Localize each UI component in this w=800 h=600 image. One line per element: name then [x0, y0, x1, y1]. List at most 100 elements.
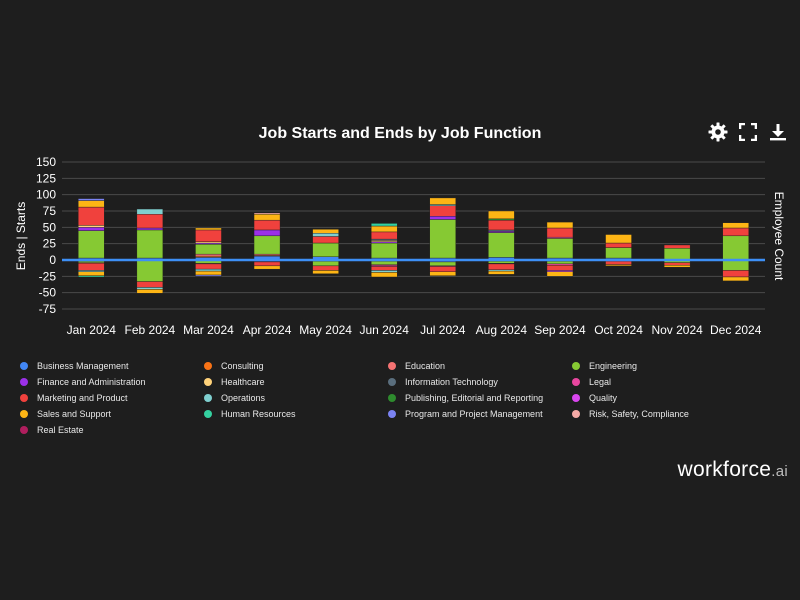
bar-segment-start[interactable]	[253, 219, 281, 231]
expand-icon[interactable]	[738, 122, 758, 142]
bar-segment-start[interactable]	[136, 227, 164, 231]
bar-segment-start[interactable]	[663, 244, 691, 249]
legend-item[interactable]: Finance and Administration	[20, 374, 204, 389]
bar-segment-start[interactable]	[605, 247, 632, 259]
bar-segment-end[interactable]	[605, 261, 632, 265]
bar-segment-start[interactable]	[253, 214, 281, 221]
legend-item[interactable]: Marketing and Product	[20, 390, 204, 405]
legend-item[interactable]: Real Estate	[20, 422, 204, 437]
bar-segment-start[interactable]	[195, 244, 222, 255]
bar-segment-end[interactable]	[195, 263, 222, 270]
legend-item[interactable]: Business Management	[20, 358, 204, 373]
bar-segment-start[interactable]	[371, 242, 398, 259]
bar-segment-end[interactable]	[371, 272, 398, 278]
bar-segment-start[interactable]	[78, 198, 105, 201]
bar-segment-end[interactable]	[136, 287, 164, 290]
legend-item[interactable]: Human Resources	[204, 406, 388, 421]
bar-segment-start[interactable]	[78, 206, 105, 226]
bar-segment-end[interactable]	[253, 265, 281, 270]
bar-segment-start[interactable]	[429, 205, 456, 217]
bar-segment-start[interactable]	[371, 231, 398, 240]
bar-segment-start[interactable]	[312, 233, 339, 237]
bar-segment-start[interactable]	[136, 208, 164, 215]
bar-segment-end[interactable]	[546, 265, 574, 271]
legend-item[interactable]: Publishing, Editorial and Reporting	[388, 390, 572, 405]
bar-segment-start[interactable]	[605, 242, 632, 248]
bar-segment-start[interactable]	[546, 238, 574, 259]
legend-item[interactable]: Healthcare	[204, 374, 388, 389]
legend-item[interactable]: Legal	[572, 374, 756, 389]
legend-item[interactable]: Operations	[204, 390, 388, 405]
bar-segment-end[interactable]	[488, 270, 515, 275]
bar-segment-start[interactable]	[78, 230, 105, 259]
bar-segment-start[interactable]	[722, 235, 749, 261]
bar-segment-start[interactable]	[312, 236, 339, 244]
bar-segment-start[interactable]	[429, 216, 456, 220]
bar-segment-start[interactable]	[253, 235, 281, 255]
bar-segment-end[interactable]	[546, 261, 574, 265]
bar-segment-start[interactable]	[371, 225, 398, 233]
download-icon[interactable]	[768, 122, 788, 142]
legend-item[interactable]: Sales and Support	[20, 406, 204, 421]
bar-segment-end[interactable]	[136, 260, 164, 282]
bar-segment-end[interactable]	[371, 261, 398, 265]
bar-segment-start[interactable]	[253, 212, 281, 215]
bar-segment-start[interactable]	[488, 210, 515, 220]
bar-segment-start[interactable]	[546, 227, 574, 238]
bar-segment-start[interactable]	[429, 197, 456, 205]
bar-segment-start[interactable]	[136, 229, 164, 259]
bar-segment-end[interactable]	[195, 274, 222, 277]
bar-segment-start[interactable]	[78, 227, 105, 231]
bar-segment-end[interactable]	[136, 281, 164, 288]
bar-segment-start[interactable]	[195, 229, 222, 242]
bar-segment-end[interactable]	[663, 262, 691, 266]
gear-icon[interactable]	[708, 122, 728, 142]
legend-item[interactable]: Education	[388, 358, 572, 373]
bar-segment-start[interactable]	[488, 232, 515, 258]
legend-item[interactable]: Quality	[572, 390, 756, 405]
bar-segment-end[interactable]	[312, 265, 339, 271]
bar-segment-end[interactable]	[605, 264, 632, 267]
bar-segment-start[interactable]	[722, 222, 749, 229]
bar-segment-start[interactable]	[488, 219, 515, 231]
bar-segment-end[interactable]	[78, 263, 105, 271]
bar-segment-end[interactable]	[371, 266, 398, 271]
bar-segment-start[interactable]	[78, 200, 105, 208]
bar-segment-start[interactable]	[253, 229, 281, 237]
legend-item[interactable]: Engineering	[572, 358, 756, 373]
bar-segment-start[interactable]	[136, 214, 164, 229]
bar-segment-end[interactable]	[429, 266, 456, 272]
bar-segment-start[interactable]	[429, 219, 456, 259]
bar-segment-end[interactable]	[195, 270, 222, 276]
bar-segment-end[interactable]	[429, 271, 456, 276]
bar-segment-end[interactable]	[78, 271, 105, 276]
bar-segment-end[interactable]	[546, 271, 574, 277]
bar-segment-end[interactable]	[488, 263, 515, 271]
bar-segment-end[interactable]	[429, 261, 456, 267]
bar-segment-start[interactable]	[195, 227, 222, 231]
bar-segment-end[interactable]	[722, 259, 749, 271]
bar-segment-start[interactable]	[195, 253, 222, 257]
bar-segment-start[interactable]	[371, 223, 398, 227]
bar-segment-start[interactable]	[722, 227, 749, 237]
bar-segment-end[interactable]	[722, 270, 749, 278]
bar-segment-end[interactable]	[663, 265, 691, 268]
bar-segment-end[interactable]	[371, 270, 398, 273]
bar-segment-start[interactable]	[78, 225, 105, 228]
bar-segment-end[interactable]	[195, 268, 222, 272]
bar-segment-end[interactable]	[722, 276, 749, 282]
bar-segment-end[interactable]	[78, 275, 105, 278]
bar-segment-end[interactable]	[253, 261, 281, 267]
legend-item[interactable]: Risk, Safety, Compliance	[572, 406, 756, 421]
legend-item[interactable]: Information Technology	[388, 374, 572, 389]
bar-segment-end[interactable]	[136, 289, 164, 294]
bar-segment-start[interactable]	[546, 221, 574, 229]
bar-segment-end[interactable]	[312, 270, 339, 274]
legend-item[interactable]: Program and Project Management	[388, 406, 572, 421]
legend-item[interactable]: Consulting	[204, 358, 388, 373]
bar-segment-start[interactable]	[605, 234, 632, 244]
bar-segment-end[interactable]	[488, 261, 515, 264]
bar-segment-start[interactable]	[663, 248, 691, 261]
bar-segment-end[interactable]	[312, 261, 339, 267]
bar-segment-start[interactable]	[312, 242, 339, 257]
